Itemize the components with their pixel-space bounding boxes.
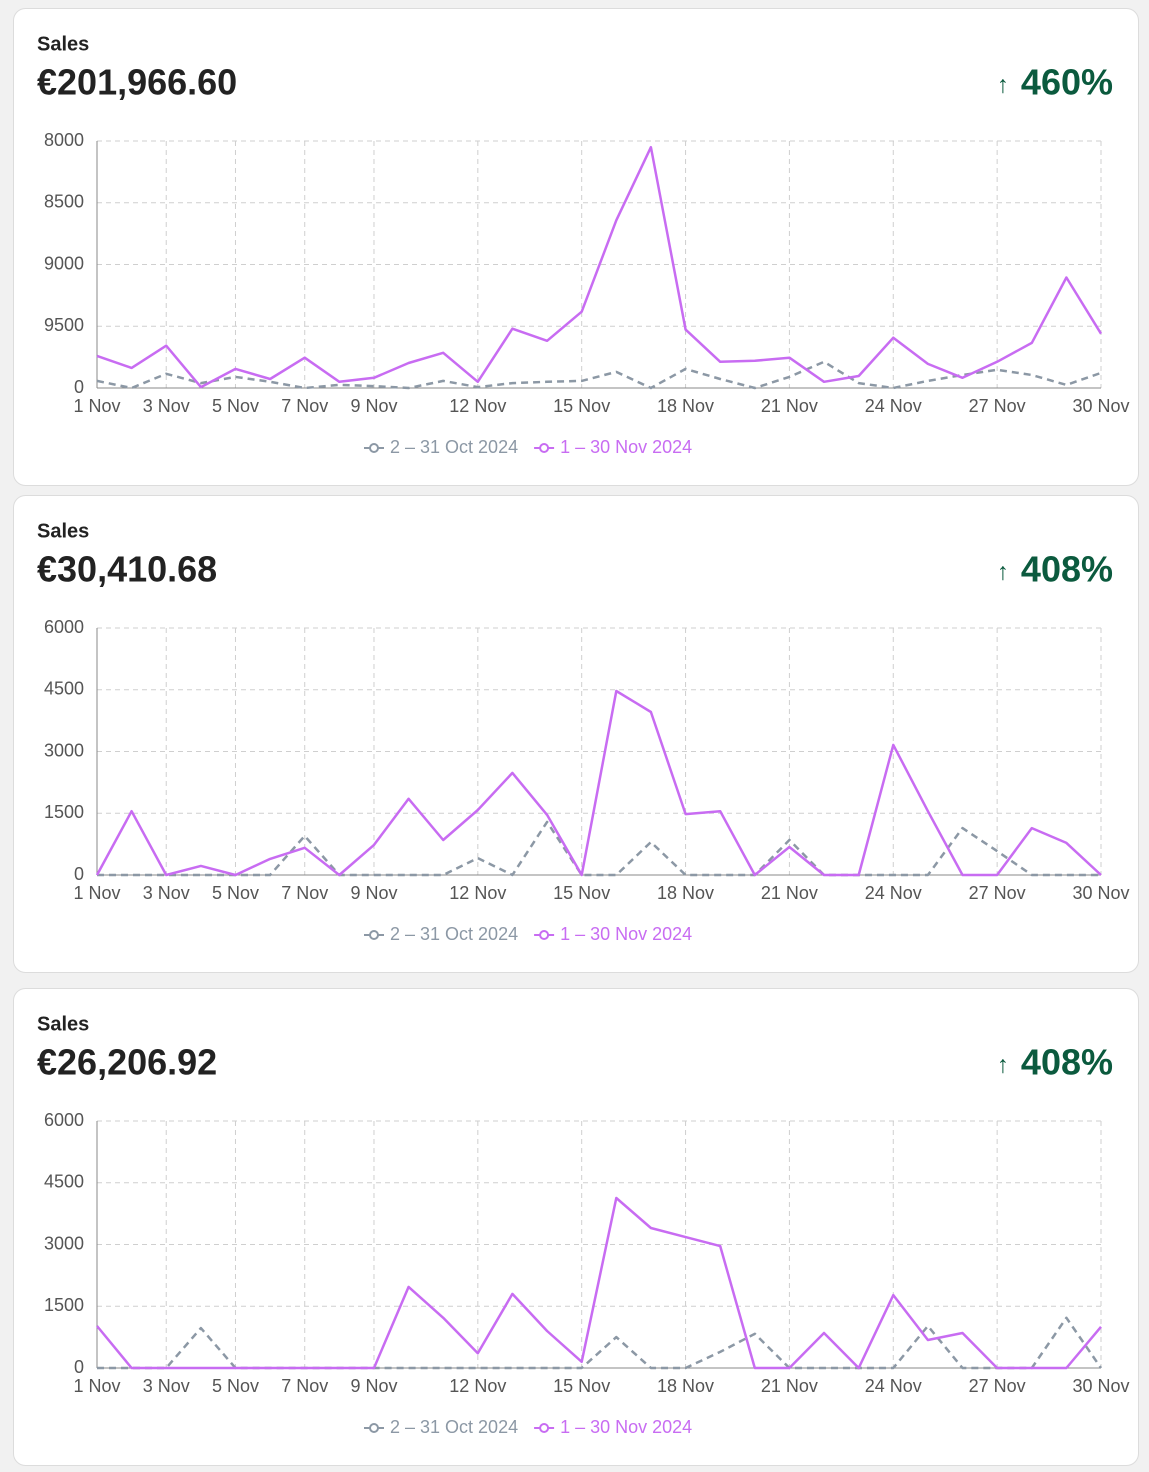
legend-label: 1 – 30 Nov 2024 (560, 1417, 692, 1437)
legend-marker (539, 1423, 550, 1433)
legend-item: 2 – 31 Oct 2024 (364, 437, 518, 457)
x-tick-label: 18 Nov (657, 883, 714, 903)
x-tick-label: 12 Nov (449, 883, 506, 903)
series-line (96, 360, 1102, 390)
card (13, 988, 1139, 1466)
x-tick-label: 18 Nov (657, 396, 714, 416)
legend-item: 1 – 30 Nov 2024 (534, 1417, 692, 1437)
x-tick-label: 5 Nov (212, 1376, 259, 1396)
legend-marker (369, 930, 379, 940)
x-tick-label: 12 Nov (449, 396, 506, 416)
x-tick-label: 3 Nov (143, 396, 190, 416)
x-tick-label: 15 Nov (553, 1376, 610, 1396)
x-tick-label: 24 Nov (865, 883, 922, 903)
x-tick-label: 27 Nov (969, 883, 1026, 903)
x-tick-label: 3 Nov (143, 883, 190, 903)
legend-item: 1 – 30 Nov 2024 (534, 437, 692, 457)
y-tick-label: 3000 (44, 740, 84, 760)
card (13, 495, 1139, 973)
series-line (96, 145, 1103, 389)
series-line (95, 689, 1102, 877)
series-line (97, 820, 1101, 877)
card-title: Sales (37, 520, 89, 542)
y-tick-label: 9500 (44, 315, 84, 335)
x-tick-label: 15 Nov (553, 396, 610, 416)
y-tick-label: 8500 (44, 192, 84, 212)
x-tick-label: 3 Nov (143, 1376, 190, 1396)
card-title: Sales (37, 1013, 89, 1035)
x-tick-label: 15 Nov (553, 883, 610, 903)
y-tick-label: 6000 (44, 617, 84, 637)
x-tick-label: 30 Nov (1072, 396, 1129, 416)
legend-label: 2 – 31 Oct 2024 (390, 924, 518, 944)
legend-item: 1 – 30 Nov 2024 (534, 924, 692, 944)
series-line (96, 1196, 1102, 1370)
card (13, 8, 1139, 486)
y-tick-label: 3000 (44, 1233, 84, 1253)
legend-item: 2 – 31 Oct 2024 (364, 1417, 518, 1437)
y-tick-label: 1500 (44, 1295, 84, 1315)
y-tick-label: 1500 (44, 802, 84, 822)
x-tick-label: 12 Nov (449, 1376, 506, 1396)
x-tick-label: 30 Nov (1072, 1376, 1129, 1396)
y-tick-label: 4500 (44, 679, 84, 699)
y-tick-label: 9000 (44, 253, 84, 273)
y-tick-label: 0 (74, 1357, 84, 1377)
total-value: €30,410.68 (37, 549, 217, 590)
x-tick-label: 5 Nov (212, 883, 259, 903)
series-line (97, 1316, 1103, 1370)
x-tick-label: 21 Nov (761, 1376, 818, 1396)
legend-marker (369, 443, 379, 453)
x-tick-label: 9 Nov (350, 883, 397, 903)
x-tick-label: 21 Nov (761, 396, 818, 416)
x-tick-label: 24 Nov (865, 396, 922, 416)
x-tick-label: 27 Nov (969, 1376, 1026, 1396)
x-tick-label: 27 Nov (969, 396, 1026, 416)
change-arrow-icon: ↑ (997, 558, 1009, 585)
change-arrow-icon: ↑ (997, 71, 1009, 98)
legend-label: 2 – 31 Oct 2024 (390, 1417, 518, 1437)
y-tick-label: 8000 (44, 130, 84, 150)
legend-item: 2 – 31 Oct 2024 (364, 924, 518, 944)
legend-marker (369, 1423, 379, 1433)
x-tick-label: 24 Nov (865, 1376, 922, 1396)
x-tick-label: 1 Nov (73, 396, 120, 416)
x-tick-label: 21 Nov (761, 883, 818, 903)
y-tick-label: 6000 (44, 1110, 84, 1130)
x-tick-label: 18 Nov (657, 1376, 714, 1396)
x-tick-label: 1 Nov (73, 1376, 120, 1396)
change-arrow-icon: ↑ (997, 1051, 1009, 1078)
x-tick-label: 7 Nov (281, 396, 328, 416)
y-tick-label: 0 (74, 864, 84, 884)
x-tick-label: 5 Nov (212, 396, 259, 416)
x-tick-label: 30 Nov (1072, 883, 1129, 903)
change-value: 408% (1021, 1042, 1113, 1083)
legend-label: 2 – 31 Oct 2024 (390, 437, 518, 457)
x-tick-label: 9 Nov (350, 396, 397, 416)
x-tick-label: 7 Nov (281, 1376, 328, 1396)
legend-label: 1 – 30 Nov 2024 (560, 437, 692, 457)
card-title: Sales (37, 33, 89, 55)
legend-marker (539, 443, 550, 453)
x-tick-label: 7 Nov (281, 883, 328, 903)
total-value: €26,206.92 (37, 1042, 217, 1083)
legend-label: 1 – 30 Nov 2024 (560, 924, 692, 944)
x-tick-label: 9 Nov (350, 1376, 397, 1396)
change-value: 408% (1021, 549, 1113, 590)
x-tick-label: 1 Nov (73, 883, 120, 903)
y-tick-label: 0 (74, 377, 84, 397)
legend-marker (539, 930, 550, 940)
change-value: 460% (1021, 62, 1113, 103)
y-tick-label: 4500 (44, 1172, 84, 1192)
total-value: €201,966.60 (37, 62, 237, 103)
